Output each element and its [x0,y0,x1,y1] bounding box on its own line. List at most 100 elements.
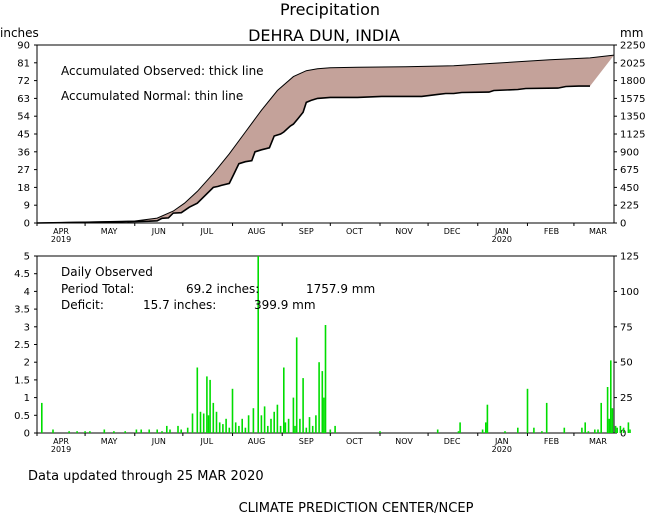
daily-bar [584,422,586,433]
daily-bar [308,417,311,433]
daily-bar [614,425,617,433]
daily-bar [238,425,240,433]
accumulated-panel: 0918273645546372819002254506759001125135… [17,41,645,245]
left-y-tick-label: 45 [17,130,30,141]
chart-title: Precipitation [280,0,380,19]
daily-bar [199,411,202,433]
daily-bar [629,429,631,433]
x-year-label: 2019 [51,235,71,244]
right-y-tick-label: 900 [620,147,639,158]
daily-bar [103,429,106,433]
right-y-tick-label: 1575 [620,94,645,105]
daily-bar [302,378,304,433]
x-tick-label: MAR [589,437,607,446]
daily-bar [215,411,218,433]
left-y-tick-label: 0 [24,429,30,440]
x-tick-label: AUG [248,437,266,446]
left-y-tick-label: 9 [24,201,30,212]
daily-bar [329,429,332,433]
daily-bar [616,427,618,433]
daily-bar [334,425,336,433]
daily-bar [140,429,142,433]
x-tick-label: FEB [544,227,559,236]
daily-bar [587,431,590,433]
daily-bar [212,402,215,433]
daily-bar [89,431,91,433]
x-tick-label: NOV [395,437,413,446]
right-y-tick-label: 50 [620,358,633,369]
daily-bar [169,429,171,433]
daily-bar [186,427,189,433]
daily-bar [486,404,489,433]
x-tick-label: APR [53,437,69,446]
x-tick-label: JAN [494,227,509,236]
daily-bar [619,425,622,433]
daily-bar [283,367,285,433]
x-year-label: 2020 [492,445,512,454]
daily-bar [581,427,583,433]
period-total-mm: 1757.9 mm [306,282,375,296]
right-y-tick-label: 1350 [620,112,645,123]
daily-bar [299,418,301,433]
left-y-tick-label: 3.5 [14,305,30,316]
daily-bar [541,431,543,433]
period-total-label: Period Total: [61,282,134,296]
x-tick-label: JUN [151,227,166,236]
daily-bar [225,418,227,433]
daily-bar [611,408,614,433]
daily-bar [180,429,182,433]
daily-bar [52,429,54,433]
daily-bar [323,397,325,433]
daily-bar [202,413,205,433]
daily-bar [608,418,610,433]
x-tick-label: MAR [589,227,607,236]
daily-bar [222,424,224,433]
daily-bar [597,429,599,433]
daily-bar [533,427,535,433]
left-y-tick-label: 1.5 [14,375,30,386]
left-y-tick-label: 63 [17,94,30,105]
daily-bar [457,431,460,433]
daily-bar [148,429,150,433]
daily-bar [315,415,317,433]
daily-bar [247,415,250,433]
left-y-tick-label: 4.5 [14,269,30,280]
right-y-tick-label: 1800 [620,76,645,87]
right-y-tick-label: 100 [620,287,639,298]
daily-bar [594,429,596,433]
left-y-tick-label: 27 [17,165,30,176]
left-y-tick-label: 3 [24,322,30,333]
daily-bar [481,429,484,433]
daily-bar [379,431,381,433]
daily-bar [267,425,269,433]
right-y-tick-label: 2250 [620,41,645,52]
x-tick-label: JUL [200,227,214,236]
daily-bar [545,402,548,433]
deficit-area [37,55,614,223]
daily-bar [284,422,287,433]
daily-bar [196,367,199,433]
daily-bar [209,379,211,433]
daily-bar [485,422,487,433]
right-y-tick-label: 25 [620,393,633,404]
daily-bar [622,427,625,433]
daily-bar [324,325,327,433]
daily-bar [177,425,179,433]
left-y-tick-label: 90 [17,41,30,52]
x-tick-label: OCT [346,227,363,236]
daily-bar [206,376,208,433]
daily-bar [113,431,115,433]
x-year-label: 2020 [492,235,512,244]
legend-observed-label: Accumulated Observed: thick line [61,64,264,78]
legend-normal-label: Accumulated Normal: thin line [61,89,243,103]
daily-bar [270,418,272,433]
x-year-label: 2019 [51,445,71,454]
chart-subtitle: DEHRA DUN, INDIA [248,26,400,45]
right-y-tick-label: 450 [620,183,639,194]
daily-bar [41,402,43,433]
daily-bar [311,425,314,433]
period-total-inches: 69.2 inches: [186,282,259,296]
left-units-label: inches [0,26,39,40]
daily-bar [244,427,247,433]
